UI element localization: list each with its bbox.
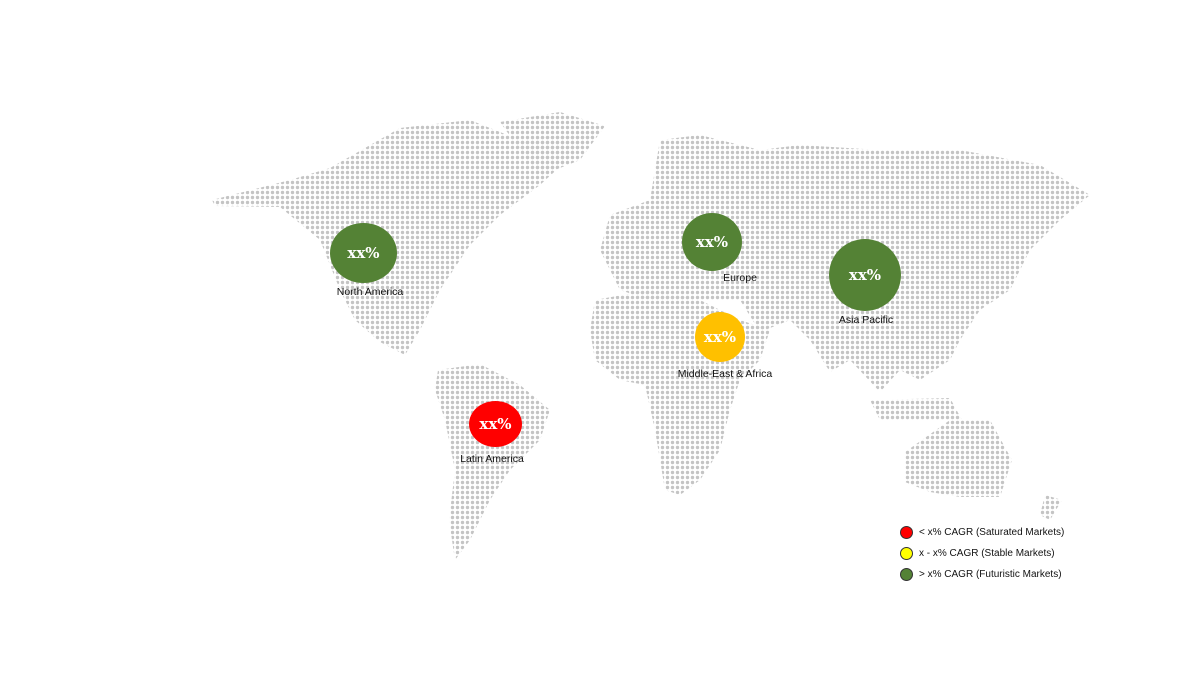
red-dot-icon (900, 526, 913, 539)
legend-item-stable: x - x% CAGR (Stable Markets) (900, 543, 1064, 564)
region-label-asia-pacific: Asia Pacific (838, 314, 894, 326)
legend-label: < x% CAGR (Saturated Markets) (919, 527, 1065, 538)
region-label-latin-america: Latin America (460, 453, 524, 465)
land-indonesia (870, 398, 962, 420)
region-bubble-europe: xx% (682, 213, 742, 271)
land-north-america (212, 120, 600, 355)
land-new-zealand (1040, 495, 1062, 520)
land-africa (590, 290, 770, 495)
region-label-north-america: North America (336, 286, 404, 298)
region-label-europe: Europe (723, 272, 757, 284)
land-greenland (500, 112, 605, 176)
region-bubble-asia-pacific: xx% (829, 239, 901, 311)
legend-label: x - x% CAGR (Stable Markets) (919, 548, 1055, 559)
legend-item-futuristic: > x% CAGR (Futuristic Markets) (900, 564, 1064, 585)
region-bubble-latin-america: xx% (469, 401, 522, 447)
legend-label: > x% CAGR (Futuristic Markets) (919, 569, 1062, 580)
legend: < x% CAGR (Saturated Markets) x - x% CAG… (900, 522, 1064, 585)
yellow-dot-icon (900, 547, 913, 560)
region-label-middle-east-africa: Middle-East & Africa (677, 368, 773, 380)
region-bubble-middle-east-africa: xx% (695, 312, 745, 362)
green-dot-icon (900, 568, 913, 581)
legend-item-saturated: < x% CAGR (Saturated Markets) (900, 522, 1064, 543)
land-south-america (435, 364, 550, 560)
land-australia (905, 420, 1012, 497)
region-bubble-north-america: xx% (330, 223, 397, 283)
